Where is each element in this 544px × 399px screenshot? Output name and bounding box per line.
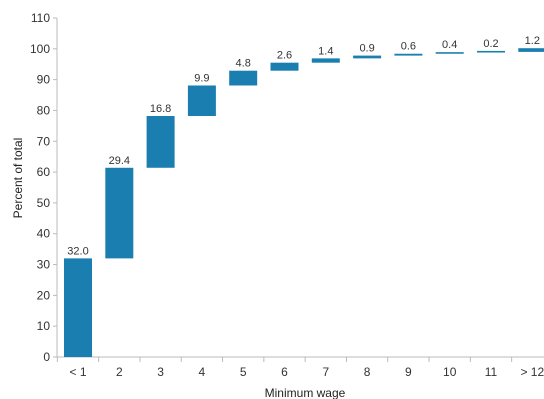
x-tick-label: 9	[405, 365, 412, 379]
data-label: 0.9	[359, 43, 374, 55]
x-tick-label: 10	[443, 365, 457, 379]
data-label: 1.2	[525, 35, 540, 47]
data-label: 32.0	[67, 245, 88, 257]
x-tick-label: 11	[485, 365, 498, 379]
bar	[270, 62, 299, 71]
bar	[394, 53, 423, 56]
y-axis: 0 10 20 30 40 50 60 70 80 90 100 110	[30, 11, 58, 364]
y-tick-label: 90	[37, 73, 51, 87]
y-tick-label: 60	[37, 165, 51, 179]
bar	[229, 70, 258, 86]
y-tick-label: 50	[37, 196, 51, 210]
data-label: 0.2	[483, 38, 498, 50]
x-tick-label: 4	[199, 365, 206, 379]
data-label: 29.4	[109, 155, 130, 167]
data-label: 4.8	[236, 58, 251, 70]
x-tick-label: 3	[157, 365, 164, 379]
x-tick-label: 8	[364, 365, 371, 379]
y-tick-label: 100	[30, 42, 50, 56]
data-label: 2.6	[277, 50, 292, 62]
y-tick-label: 0	[43, 350, 50, 364]
x-axis: < 1 2 3 4 5 6 7 8 9 10 11 > 12	[56, 356, 544, 379]
x-tick-label: 2	[116, 365, 123, 379]
y-tick-label: 80	[37, 103, 51, 117]
bar	[146, 116, 175, 168]
y-axis-title: Percent of total	[11, 138, 25, 219]
x-tick-label: 5	[240, 365, 247, 379]
bar	[435, 52, 464, 54]
bars	[64, 48, 544, 357]
y-tick-label: 20	[37, 288, 51, 302]
data-label: 0.4	[442, 39, 457, 51]
x-tick-label: > 12	[520, 365, 544, 379]
data-label: 9.9	[194, 72, 209, 84]
y-tick-label: 70	[37, 134, 51, 148]
x-tick-label: 7	[322, 365, 329, 379]
x-tick-label: 6	[281, 365, 288, 379]
y-tick-label: 110	[31, 11, 50, 25]
x-axis-title: Minimum wage	[265, 386, 346, 399]
bar	[187, 85, 216, 117]
y-tick-label: 40	[37, 227, 51, 241]
bar	[64, 258, 92, 357]
data-labels: 32.0 29.4 16.8 9.9 4.8 2.6 1.4 0.9 0.6 0.4 0.2 1.2	[67, 35, 540, 257]
bar	[518, 48, 544, 52]
bar	[477, 50, 505, 53]
bar	[311, 58, 340, 63]
data-label: 16.8	[150, 103, 171, 115]
x-tick-label: < 1	[69, 365, 86, 379]
data-label: 0.6	[401, 41, 416, 53]
y-tick-label: 30	[37, 258, 51, 272]
data-label: 1.4	[318, 45, 333, 57]
bar	[105, 167, 134, 259]
bar	[353, 55, 382, 59]
y-tick-label: 10	[37, 319, 51, 333]
